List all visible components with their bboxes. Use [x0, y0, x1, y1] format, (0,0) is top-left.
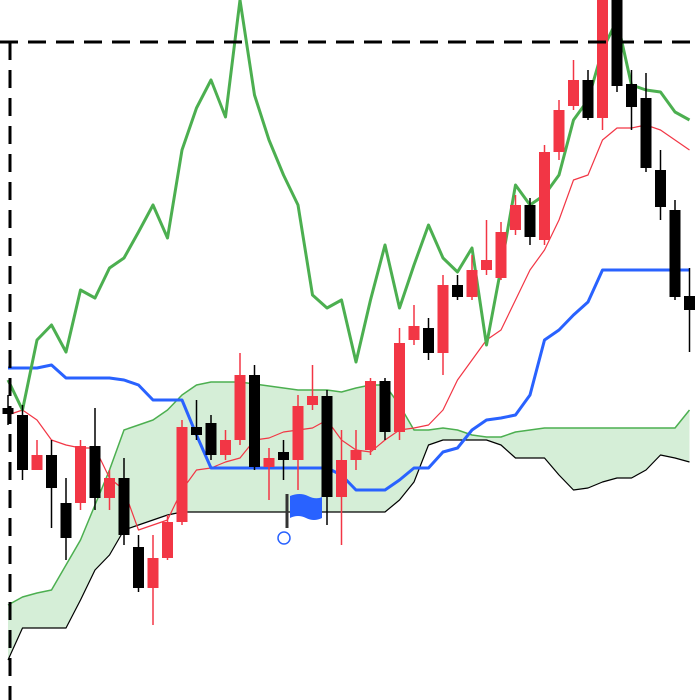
candle-body: [350, 450, 362, 460]
cloud-fill: [22, 593, 37, 628]
candle-body: [176, 427, 188, 522]
indicator-line: [8, 268, 690, 492]
candle-body: [205, 423, 217, 455]
cloud-fill: [602, 428, 617, 482]
candle-body: [234, 375, 246, 440]
candle-body: [307, 396, 318, 405]
candle-body: [249, 375, 260, 467]
cloud-fill: [443, 428, 458, 440]
cloud-fill: [51, 565, 66, 628]
cloud-fill: [515, 430, 530, 458]
candle-body: [539, 152, 550, 240]
candle-body: [365, 381, 376, 450]
candle-body: [321, 396, 333, 497]
candle-body: [394, 343, 405, 432]
cloud-fill: [544, 428, 559, 475]
candle-body: [669, 210, 681, 297]
cloud-fill: [588, 428, 603, 488]
cloud-fill: [37, 590, 52, 628]
candle-body: [524, 205, 536, 237]
cloud-fill: [414, 430, 429, 482]
cloud-fill: [617, 428, 632, 478]
candle-body: [423, 328, 434, 353]
candle-body: [452, 285, 463, 297]
cloud-fill: [530, 428, 545, 458]
candle-body: [408, 326, 420, 340]
candle-body: [640, 98, 652, 168]
candle-body: [60, 503, 72, 538]
cloud-fill: [8, 597, 23, 660]
cloud-fill: [501, 432, 516, 458]
candle-body: [336, 460, 347, 497]
candle-body: [495, 232, 507, 278]
indicator-line: [6, 0, 691, 412]
candle-body: [263, 458, 275, 467]
candle-body: [684, 296, 695, 310]
cloud-fill: [457, 430, 472, 440]
cloud-fill: [138, 420, 153, 525]
candle-body: [553, 110, 565, 152]
candle-body: [655, 170, 666, 207]
candle-body: [133, 547, 144, 588]
cloud-fill: [486, 437, 501, 445]
cloud-fill: [573, 428, 588, 490]
candle-body: [75, 446, 86, 503]
cloud-fill: [269, 386, 284, 512]
cloud-line-a: [7, 381, 691, 606]
cloud-fill: [196, 382, 211, 512]
candle-body: [481, 260, 492, 270]
cloud-fill: [675, 410, 690, 462]
cloud-fill: [646, 428, 661, 470]
cloud-fill: [153, 410, 168, 520]
cloud-fill: [211, 382, 226, 512]
candle-body: [582, 80, 594, 118]
candle-body: [220, 440, 231, 455]
flag-marker[interactable]: [290, 494, 322, 520]
candle-body: [162, 522, 173, 558]
candle-body: [292, 406, 304, 460]
cloud-fill: [631, 428, 646, 478]
candle-body: [437, 285, 449, 353]
candle-body: [118, 478, 130, 535]
candle-body: [2, 408, 14, 414]
candle-body: [31, 455, 43, 470]
candle-body: [191, 427, 202, 435]
candle-body: [466, 270, 478, 297]
candle-body: [626, 84, 637, 107]
candle-body: [510, 205, 521, 230]
candle-body: [379, 381, 391, 432]
flag-anchor[interactable]: [277, 531, 291, 545]
cloud-fill: [660, 428, 675, 458]
candle-body: [46, 455, 57, 488]
candle-body: [278, 452, 289, 460]
candle-body: [89, 446, 101, 498]
candle-body: [568, 80, 579, 106]
candle-body: [597, 0, 608, 118]
candle-body: [147, 558, 159, 588]
cloud-fill: [559, 428, 574, 490]
candle-body: [104, 478, 115, 498]
cloud: [8, 382, 690, 660]
candle-body: [17, 415, 28, 470]
